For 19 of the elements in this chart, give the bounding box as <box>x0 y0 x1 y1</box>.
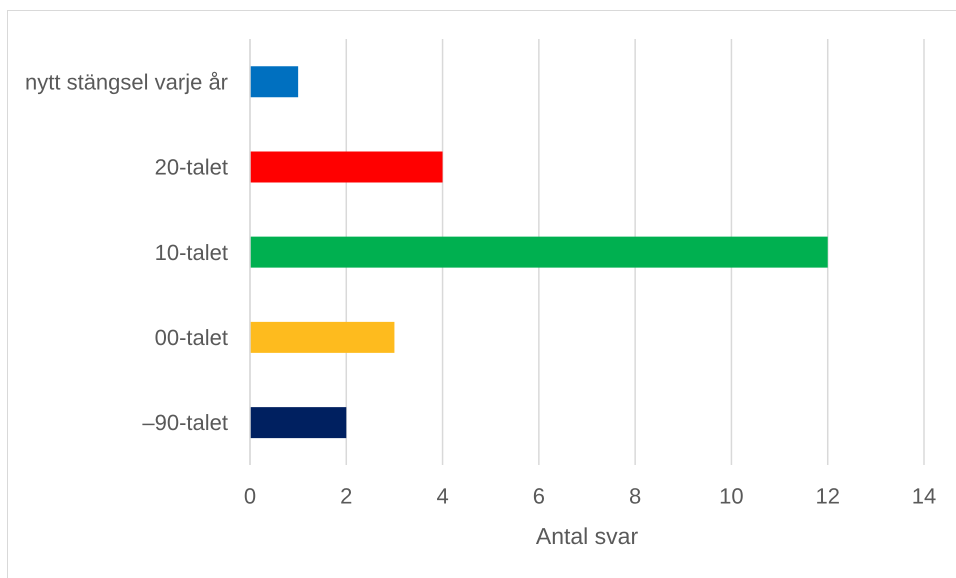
y-tick-label: 10-talet <box>154 240 228 265</box>
y-tick-label: 00-talet <box>154 325 228 350</box>
x-tick-label: 14 <box>912 484 936 509</box>
x-tick-label: 0 <box>244 484 256 509</box>
x-tick-label: 10 <box>719 484 744 509</box>
x-tick-label: 12 <box>815 484 840 509</box>
bar <box>250 322 394 353</box>
x-axis-title: Antal svar <box>536 523 638 549</box>
y-tick-label: –90-talet <box>142 410 228 436</box>
x-tick-label: 6 <box>532 484 545 509</box>
bar <box>250 407 346 438</box>
x-tick-label: 4 <box>436 484 449 509</box>
x-tick-label: 2 <box>340 484 352 509</box>
x-tick-label: 8 <box>629 484 642 509</box>
bar <box>250 236 828 268</box>
y-tick-label: nytt stängsel varje år <box>25 69 228 94</box>
bar <box>250 66 298 98</box>
bar <box>250 151 443 182</box>
y-tick-label: 20-talet <box>154 154 228 180</box>
